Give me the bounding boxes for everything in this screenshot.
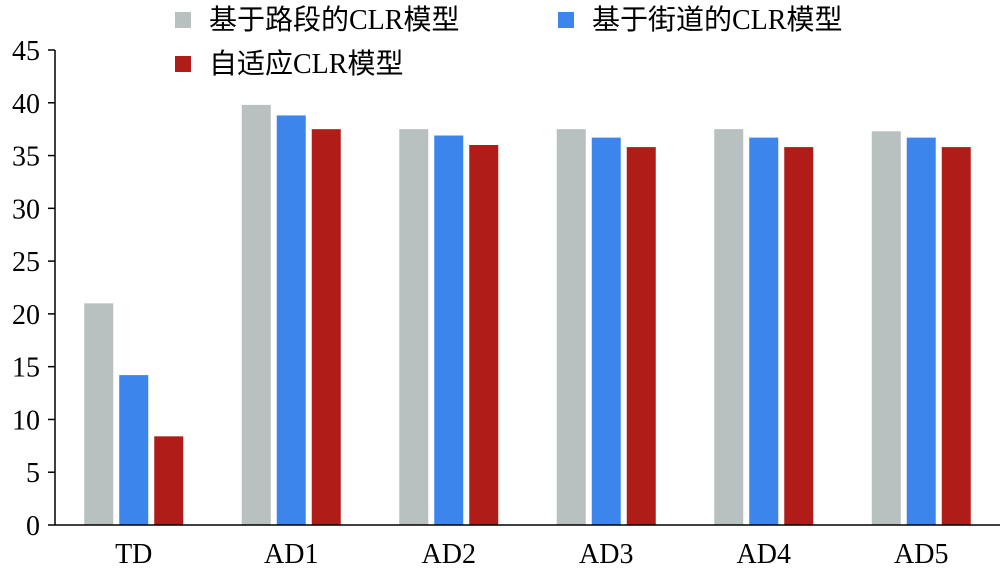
bar-ad1-series-2	[276, 115, 306, 525]
bar-ad4-series-2	[749, 137, 779, 525]
legend-label-2: 基于街道的CLR模型	[592, 4, 842, 36]
bar-ad4-series-1	[714, 129, 744, 525]
x-tick-label: AD1	[264, 539, 318, 570]
y-tick-label: 40	[12, 89, 40, 120]
bars-group	[84, 104, 971, 525]
bar-ad2-series-1	[399, 129, 429, 525]
bar-ad3-series-2	[591, 137, 621, 525]
x-tick-label: TD	[115, 539, 152, 570]
bar-ad5-series-3	[941, 147, 971, 525]
bar-ad3-series-3	[626, 147, 656, 525]
bar-ad4-series-3	[784, 147, 814, 525]
y-tick-label: 35	[12, 142, 40, 173]
bar-ad5-series-2	[906, 137, 936, 525]
x-tick-label: AD2	[422, 539, 476, 570]
y-tick-label: 20	[12, 300, 40, 331]
bar-ad2-series-2	[434, 135, 464, 525]
axes-group: 0 5 10 15 20 25 30 35 40 45 TD AD1 AD2 AD3 AD4 AD5	[12, 36, 1000, 570]
bar-td-series-3	[154, 436, 184, 525]
bar-ad2-series-3	[469, 145, 499, 525]
bar-ad3-series-1	[556, 129, 586, 525]
y-tick-label: 30	[12, 194, 40, 225]
y-tick-label: 10	[12, 405, 40, 436]
y-tick-label: 0	[26, 511, 40, 542]
x-tick-label: AD5	[894, 539, 948, 570]
legend-swatch-1	[175, 12, 191, 28]
x-tick-label: AD4	[737, 539, 791, 570]
y-tick-label: 5	[26, 458, 40, 489]
legend-label-1: 基于路段的CLR模型	[209, 4, 459, 36]
bar-td-series-2	[119, 375, 149, 525]
legend-label-3: 自适应CLR模型	[209, 48, 403, 80]
y-tick-label: 15	[12, 353, 40, 384]
bar-ad1-series-3	[311, 129, 341, 525]
bar-ad1-series-1	[241, 104, 271, 525]
x-tick-label: AD3	[579, 539, 633, 570]
bar-ad5-series-1	[871, 131, 901, 525]
y-tick-label: 45	[12, 36, 40, 67]
legend-swatch-2	[558, 12, 574, 28]
bar-td-series-1	[84, 303, 114, 525]
legend-swatch-3	[175, 56, 191, 72]
y-tick-label: 25	[12, 247, 40, 278]
